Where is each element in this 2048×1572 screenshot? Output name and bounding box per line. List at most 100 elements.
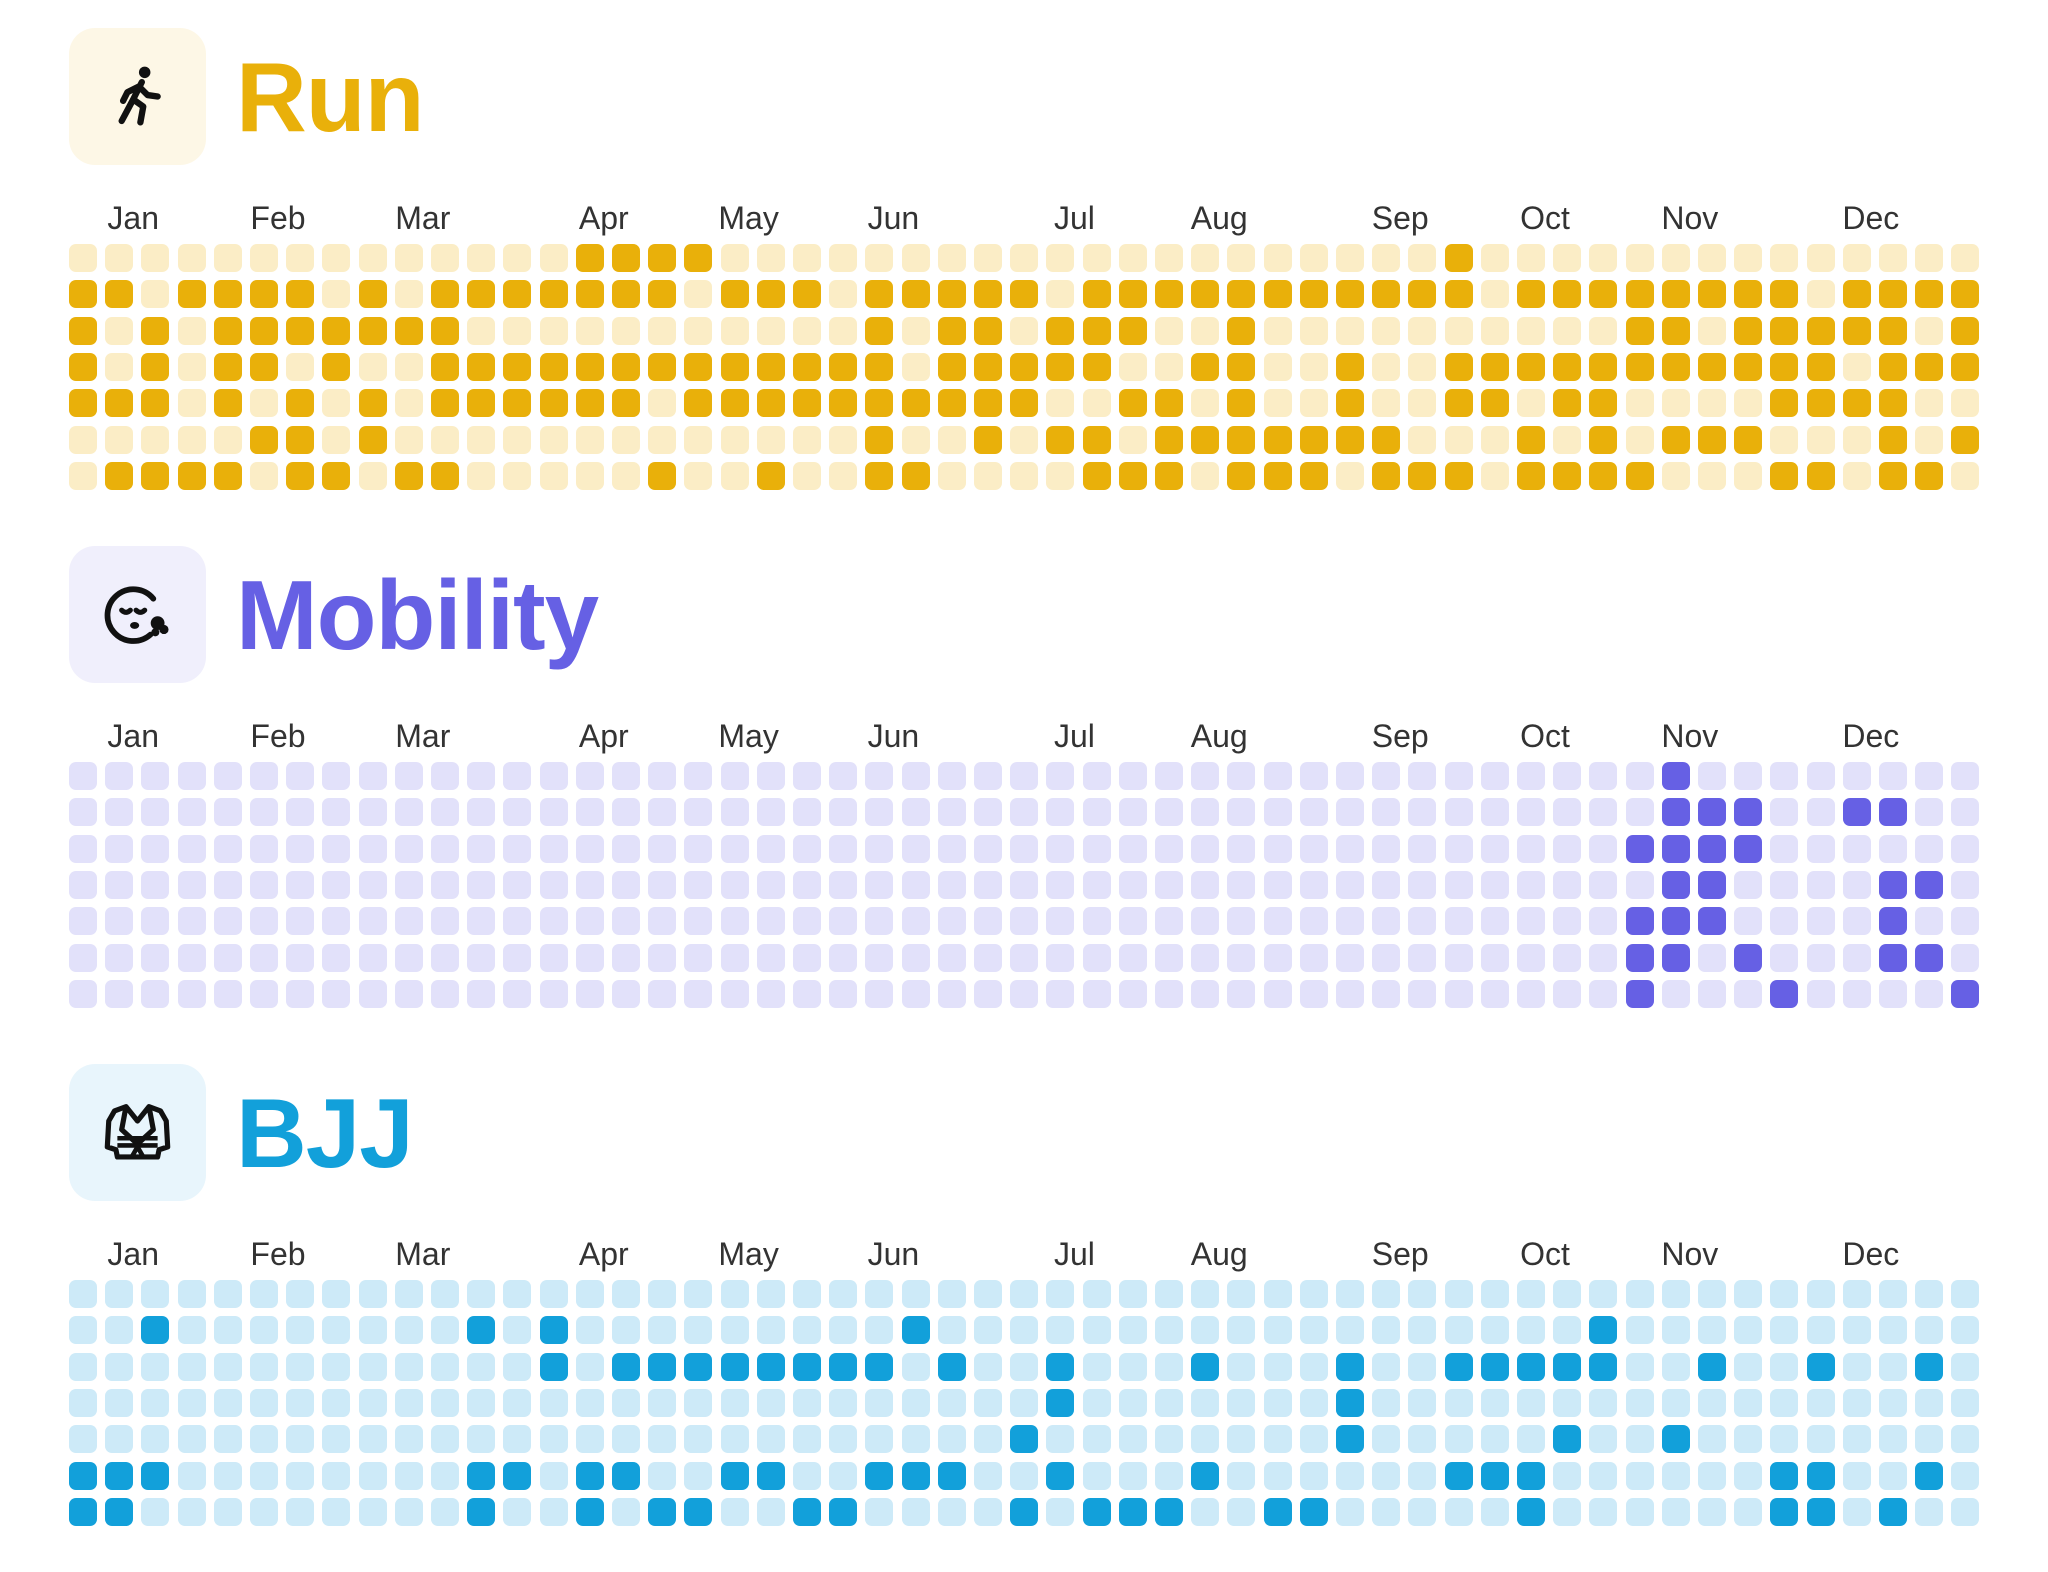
day-cell[interactable] [575,316,604,345]
day-cell-active[interactable] [1589,352,1618,381]
day-cell[interactable] [1336,244,1364,272]
day-cell[interactable] [1879,762,1907,790]
day-cell[interactable] [1408,762,1437,790]
day-cell-active[interactable] [105,280,134,309]
day-cell[interactable] [467,316,496,345]
day-cell[interactable] [1227,1352,1256,1381]
day-cell-active[interactable] [105,1497,134,1526]
day-cell[interactable] [648,834,677,863]
day-cell[interactable] [974,1497,1002,1526]
day-cell[interactable] [467,1425,496,1454]
day-cell[interactable] [467,943,496,972]
day-cell-active[interactable] [648,1497,677,1526]
day-cell-active[interactable] [1155,389,1183,418]
day-cell[interactable] [1118,1425,1147,1454]
day-cell[interactable] [141,870,170,899]
day-cell[interactable] [1191,979,1220,1008]
day-cell[interactable] [865,1388,894,1417]
day-cell-active[interactable] [141,389,170,418]
day-cell[interactable] [612,1497,640,1526]
day-cell[interactable] [1372,907,1401,936]
day-cell-active[interactable] [69,1497,97,1526]
day-cell[interactable] [394,762,423,790]
day-cell[interactable] [1661,461,1690,490]
day-cell[interactable] [648,979,677,1008]
day-cell[interactable] [431,1316,459,1345]
day-cell[interactable] [1336,316,1364,345]
day-cell[interactable] [1444,316,1473,345]
day-cell[interactable] [1010,798,1039,827]
day-cell[interactable] [1372,834,1401,863]
day-cell[interactable] [1408,870,1437,899]
day-cell-active[interactable] [1770,461,1799,490]
day-cell[interactable] [213,1280,242,1308]
day-cell[interactable] [1010,979,1039,1008]
day-cell[interactable] [431,834,459,863]
day-cell[interactable] [612,870,640,899]
day-cell[interactable] [322,1352,351,1381]
day-cell[interactable] [901,425,930,454]
day-cell[interactable] [1155,1388,1183,1417]
day-cell[interactable] [974,244,1002,272]
day-cell[interactable] [1879,1425,1907,1454]
day-cell-active[interactable] [1879,352,1907,381]
day-cell-active[interactable] [1155,425,1183,454]
day-cell[interactable] [720,762,749,790]
day-cell[interactable] [1734,461,1763,490]
day-cell[interactable] [394,834,423,863]
day-cell-active[interactable] [1227,461,1256,490]
day-cell[interactable] [1155,1425,1183,1454]
day-cell[interactable] [1842,244,1871,272]
day-cell[interactable] [286,1388,315,1417]
day-cell[interactable] [1046,870,1075,899]
day-cell-active[interactable] [1155,461,1183,490]
day-cell[interactable] [1951,1497,1980,1526]
day-cell[interactable] [1155,979,1183,1008]
day-cell[interactable] [901,979,930,1008]
day-cell[interactable] [829,461,858,490]
day-cell[interactable] [1155,316,1183,345]
day-cell[interactable] [431,870,459,899]
day-cell-active[interactable] [1480,1352,1509,1381]
day-cell[interactable] [1118,834,1147,863]
day-cell[interactable] [1336,1461,1364,1490]
day-cell[interactable] [394,1425,423,1454]
day-cell-active[interactable] [1661,943,1690,972]
day-cell[interactable] [250,1388,278,1417]
day-cell[interactable] [1263,979,1292,1008]
day-cell[interactable] [1155,834,1183,863]
day-cell-active[interactable] [756,352,785,381]
day-cell[interactable] [865,907,894,936]
day-cell-active[interactable] [1698,870,1726,899]
day-cell-active[interactable] [1842,798,1871,827]
day-cell[interactable] [394,798,423,827]
day-cell-active[interactable] [901,461,930,490]
day-cell[interactable] [250,461,278,490]
day-cell-active[interactable] [213,280,242,309]
day-cell-active[interactable] [1879,798,1907,827]
day-cell[interactable] [648,1280,677,1308]
day-cell-active[interactable] [1806,316,1835,345]
day-cell[interactable] [937,461,966,490]
day-cell[interactable] [1444,762,1473,790]
day-cell[interactable] [1806,1388,1835,1417]
day-cell[interactable] [793,1461,821,1490]
day-cell-active[interactable] [1951,425,1980,454]
day-cell-active[interactable] [1517,425,1545,454]
day-cell[interactable] [1372,244,1401,272]
day-cell[interactable] [1444,979,1473,1008]
day-cell-active[interactable] [1625,834,1654,863]
day-cell[interactable] [974,943,1002,972]
day-cell-active[interactable] [684,352,713,381]
day-cell[interactable] [684,943,713,972]
day-cell-active[interactable] [1842,280,1871,309]
day-cell-active[interactable] [1010,1425,1039,1454]
day-cell[interactable] [1408,244,1437,272]
day-cell-active[interactable] [1625,461,1654,490]
day-cell[interactable] [1480,1280,1509,1308]
day-cell[interactable] [69,1352,97,1381]
day-cell[interactable] [1480,834,1509,863]
day-cell-active[interactable] [1698,798,1726,827]
day-cell-active[interactable] [1661,316,1690,345]
day-cell[interactable] [1408,834,1437,863]
